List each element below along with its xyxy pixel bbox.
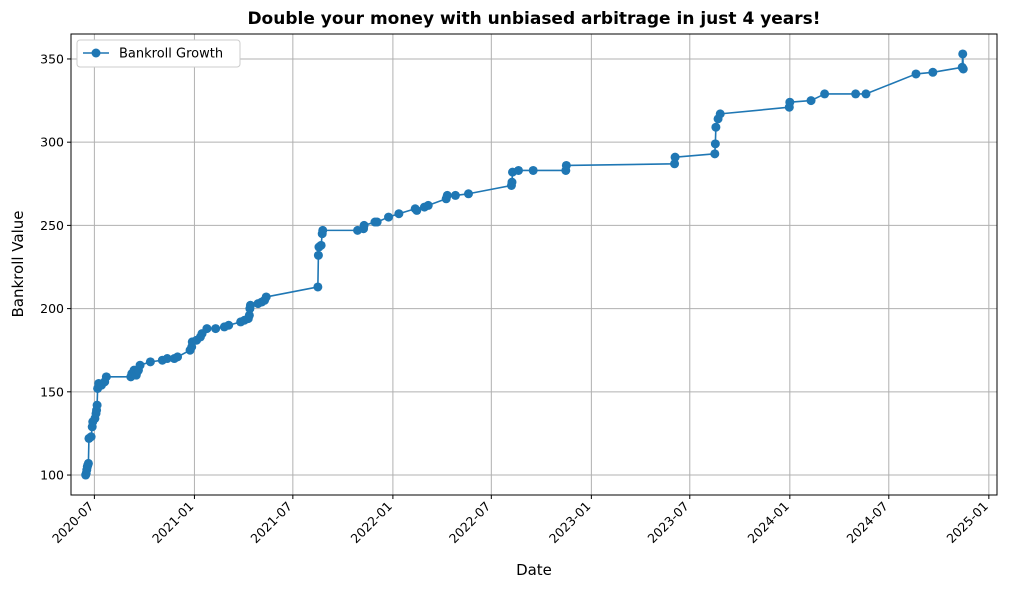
data-point	[313, 250, 323, 260]
data-point	[316, 240, 326, 250]
data-point	[851, 89, 861, 99]
y-tick-label: 150	[40, 384, 64, 399]
data-point	[318, 225, 328, 235]
data-point	[101, 372, 111, 382]
data-point	[806, 96, 816, 106]
data-point	[372, 217, 382, 227]
data-point	[715, 109, 725, 119]
grid	[71, 34, 997, 495]
y-tick-label: 300	[40, 135, 64, 150]
data-point	[245, 300, 255, 310]
legend-box	[76, 39, 241, 68]
data-point	[261, 292, 271, 302]
data-point	[958, 64, 968, 74]
data-point	[173, 352, 183, 362]
data-point	[785, 97, 795, 107]
data-point	[211, 324, 221, 334]
data-point	[711, 122, 721, 132]
data-point	[710, 139, 720, 149]
data-point	[670, 152, 680, 162]
x-axis-label: Date	[516, 561, 552, 579]
data-point	[135, 360, 145, 370]
data-point	[423, 200, 433, 210]
data-point	[83, 458, 93, 468]
data-point	[359, 220, 369, 230]
data-point	[384, 212, 394, 222]
data-point	[670, 159, 680, 169]
y-tick-label: 350	[40, 51, 64, 66]
data-point	[710, 149, 720, 159]
data-point	[244, 310, 254, 320]
data-point	[507, 177, 517, 187]
data-point	[820, 89, 830, 99]
data-point	[394, 209, 404, 219]
data-point	[463, 189, 473, 199]
chart-title: Double your money with unbiased arbitrag…	[247, 9, 820, 29]
data-point	[561, 160, 571, 170]
y-axis-label: Bankroll Value	[9, 211, 27, 318]
data-point	[450, 190, 460, 200]
data-point	[911, 69, 921, 79]
data-point	[313, 282, 323, 292]
data-point	[412, 205, 422, 215]
data-point	[958, 49, 968, 59]
legend-label: Bankroll Growth	[119, 47, 223, 62]
data-point	[224, 320, 234, 330]
y-axis: 100 150 200 250 300 350	[40, 51, 71, 483]
data-point	[514, 165, 523, 175]
plot-frame	[70, 33, 998, 496]
data-point	[145, 357, 155, 367]
legend: Bankroll Growth	[76, 39, 241, 68]
data-point	[861, 89, 871, 99]
data-point	[86, 432, 96, 442]
data-point	[92, 400, 102, 410]
y-tick-label: 250	[40, 218, 64, 233]
data-point	[442, 190, 452, 200]
data-point	[202, 324, 212, 334]
data-point	[928, 67, 938, 77]
series-layer	[81, 49, 968, 480]
y-tick-label: 200	[40, 301, 64, 316]
data-point	[162, 354, 172, 364]
data-point	[528, 165, 538, 175]
legend-marker-swatch	[91, 48, 101, 58]
y-tick-label: 100	[40, 468, 64, 483]
